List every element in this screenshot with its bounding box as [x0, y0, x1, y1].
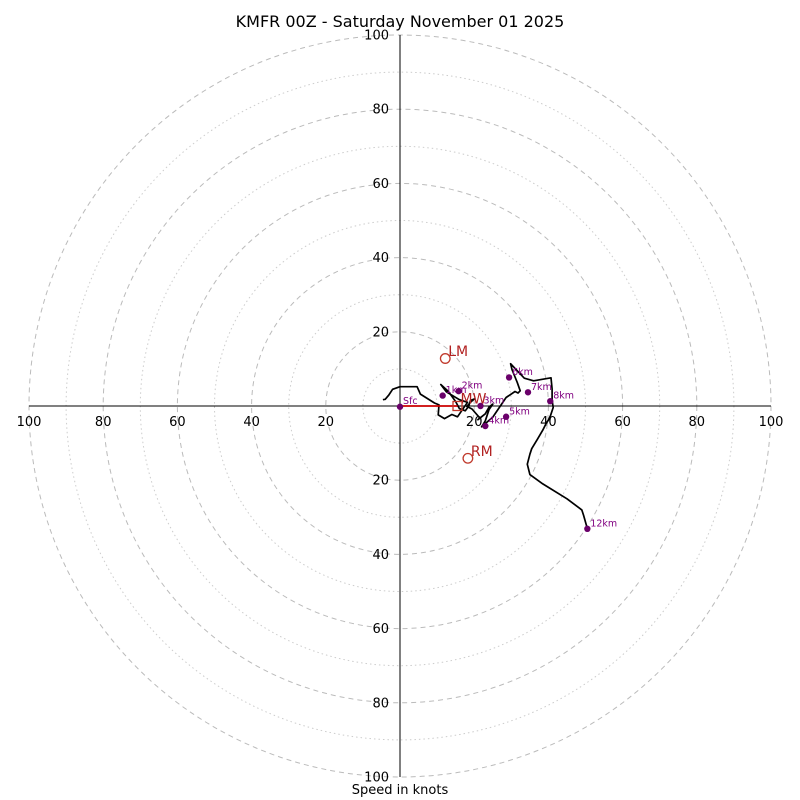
y-tick-bottom-20: 20 [372, 474, 389, 489]
height-marker-12km [584, 525, 591, 533]
height-label-8km: 8km [553, 391, 574, 402]
storm-motion-label-lm: LM [448, 344, 468, 360]
storm-motion-mw [452, 400, 463, 412]
x-tick-left-60: 60 [169, 415, 186, 430]
height-label-12km: 12km [590, 518, 617, 529]
x-tick-left-40: 40 [243, 415, 260, 430]
height-marker-1km [439, 392, 446, 399]
x-tick-left-20: 20 [318, 415, 335, 430]
height-marker-2km [455, 387, 462, 395]
y-tick-bottom-100: 100 [364, 771, 389, 786]
y-tick-top-40: 40 [372, 251, 389, 266]
y-tick-bottom-40: 40 [372, 548, 389, 563]
height-marker-sfc [396, 403, 404, 410]
x-tick-left-80: 80 [95, 415, 112, 430]
height-label-6km: 6km [512, 367, 533, 378]
height-label-5km: 5km [509, 406, 530, 417]
height-marker-3km [477, 402, 484, 410]
height-label-4km: 4km [488, 416, 509, 427]
x-axis-label: Speed in knots [351, 783, 449, 798]
storm-motion-lm [439, 353, 451, 364]
y-tick-top-80: 80 [372, 103, 389, 118]
x-tick-right-80: 80 [689, 415, 706, 430]
y-tick-top-60: 60 [372, 177, 389, 192]
y-tick-bottom-80: 80 [372, 696, 389, 711]
x-tick-left-100: 100 [17, 415, 42, 430]
height-marker-6km [505, 374, 513, 381]
height-marker-4km [482, 422, 489, 430]
height-marker-5km [502, 413, 510, 420]
height-label-3km: 3km [484, 396, 505, 407]
storm-motion-rm [462, 452, 474, 464]
y-tick-top-100: 100 [364, 29, 389, 44]
height-marker-7km [524, 389, 532, 396]
x-tick-right-40: 40 [540, 415, 557, 430]
storm-motion-label-rm: RM [471, 444, 493, 460]
chart-title: KMFR 00Z - Saturday November 01 2025 [235, 12, 565, 31]
y-tick-top-20: 20 [372, 325, 389, 340]
height-label-7km: 7km [531, 382, 552, 393]
storm-motion-label-mw: MW [461, 392, 487, 408]
height-label-sfc: Sfc [403, 396, 418, 407]
height-marker-8km [547, 397, 554, 405]
height-label-2km: 2km [462, 381, 483, 392]
x-tick-right-60: 60 [614, 415, 631, 430]
x-tick-right-100: 100 [759, 415, 784, 430]
hodograph-trace [382, 362, 589, 530]
y-tick-bottom-60: 60 [372, 622, 389, 637]
